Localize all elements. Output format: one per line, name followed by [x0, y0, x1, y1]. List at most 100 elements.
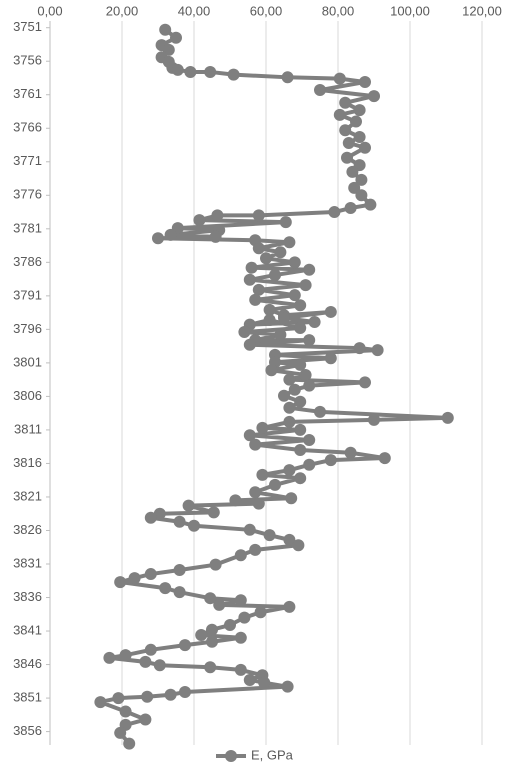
data-point [159, 23, 172, 36]
data-point [252, 497, 265, 510]
data-point [123, 737, 136, 750]
data-point [353, 342, 366, 355]
data-point [243, 673, 256, 686]
data-point [227, 68, 240, 81]
data-point [170, 31, 182, 44]
data-point [353, 104, 366, 117]
data-point [249, 543, 262, 556]
data-point [252, 283, 265, 296]
data-point [339, 96, 352, 109]
data-point [263, 313, 276, 326]
data-point [359, 76, 371, 89]
data-point [213, 598, 226, 611]
data-point [164, 688, 177, 701]
x-tick-label: 40,00 [178, 3, 211, 18]
data-point [144, 511, 157, 524]
data-point [344, 446, 357, 459]
data-point [278, 389, 290, 402]
data-point [209, 558, 222, 571]
data-point [294, 472, 307, 485]
data-point [274, 246, 287, 259]
data-point [303, 458, 316, 471]
data-point [144, 568, 157, 581]
data-point [359, 376, 371, 389]
data-point [204, 65, 217, 78]
data-point [103, 651, 116, 664]
data-point [234, 631, 247, 644]
legend-marker [225, 750, 237, 762]
data-point [269, 478, 281, 491]
data-point [341, 151, 353, 164]
data-point [294, 299, 307, 312]
y-tick-label: 3791 [13, 287, 42, 302]
y-tick-label: 3761 [13, 86, 42, 101]
data-point [285, 492, 298, 505]
data-point [355, 189, 368, 202]
data-point [153, 659, 166, 672]
data-point [355, 173, 368, 186]
data-point [234, 594, 247, 607]
data-point [206, 635, 218, 648]
data-point [350, 115, 362, 128]
data-point [193, 214, 206, 227]
data-point [324, 454, 337, 467]
data-point [245, 261, 258, 274]
data-point [141, 690, 154, 703]
data-point [249, 293, 262, 306]
data-point [153, 507, 166, 520]
data-point [94, 696, 107, 709]
y-tick-label: 3846 [13, 656, 42, 671]
data-point [173, 586, 186, 599]
data-point [252, 242, 265, 255]
data-point [243, 273, 256, 286]
data-point [243, 429, 256, 442]
data-point [256, 468, 269, 481]
y-tick-label: 3766 [13, 120, 42, 135]
data-point [179, 639, 191, 652]
data-point [283, 236, 296, 249]
data-point [224, 619, 236, 632]
y-tick-label: 3756 [13, 53, 42, 68]
y-tick-label: 3801 [13, 354, 42, 369]
data-point [114, 576, 127, 589]
data-point [260, 252, 272, 265]
data-point [299, 368, 312, 381]
y-tick-label: 3841 [13, 622, 42, 637]
data-point [206, 623, 218, 636]
data-point [184, 65, 197, 78]
data-point [139, 713, 152, 726]
data-point [303, 379, 316, 392]
data-point [348, 181, 361, 194]
data-point [256, 421, 269, 434]
data-point [283, 533, 296, 546]
data-point [288, 256, 301, 269]
y-tick-label: 3771 [13, 153, 42, 168]
data-point [283, 415, 296, 428]
data-point [243, 338, 256, 351]
data-point [314, 405, 326, 418]
data-point [299, 279, 312, 292]
data-point [229, 494, 242, 507]
data-point [252, 209, 265, 222]
data-point [303, 334, 316, 347]
data-point [263, 529, 276, 542]
data-point [441, 411, 454, 424]
data-point [294, 444, 307, 457]
data-point [263, 303, 276, 316]
y-tick-label: 3806 [13, 388, 42, 403]
y-tick-label: 3831 [13, 555, 42, 570]
data-point [324, 352, 337, 365]
data-point [249, 486, 262, 499]
data-point [292, 539, 305, 552]
x-tick-label: 20,00 [106, 3, 139, 18]
y-tick-label: 3776 [13, 187, 42, 202]
data-point [211, 209, 224, 222]
data-point [314, 84, 326, 97]
data-point [173, 515, 186, 528]
data-point [283, 600, 296, 613]
data-point [243, 523, 256, 536]
data-point [342, 137, 355, 150]
data-point [204, 592, 217, 605]
data-point [328, 206, 341, 219]
y-tick-label: 3781 [13, 220, 42, 235]
